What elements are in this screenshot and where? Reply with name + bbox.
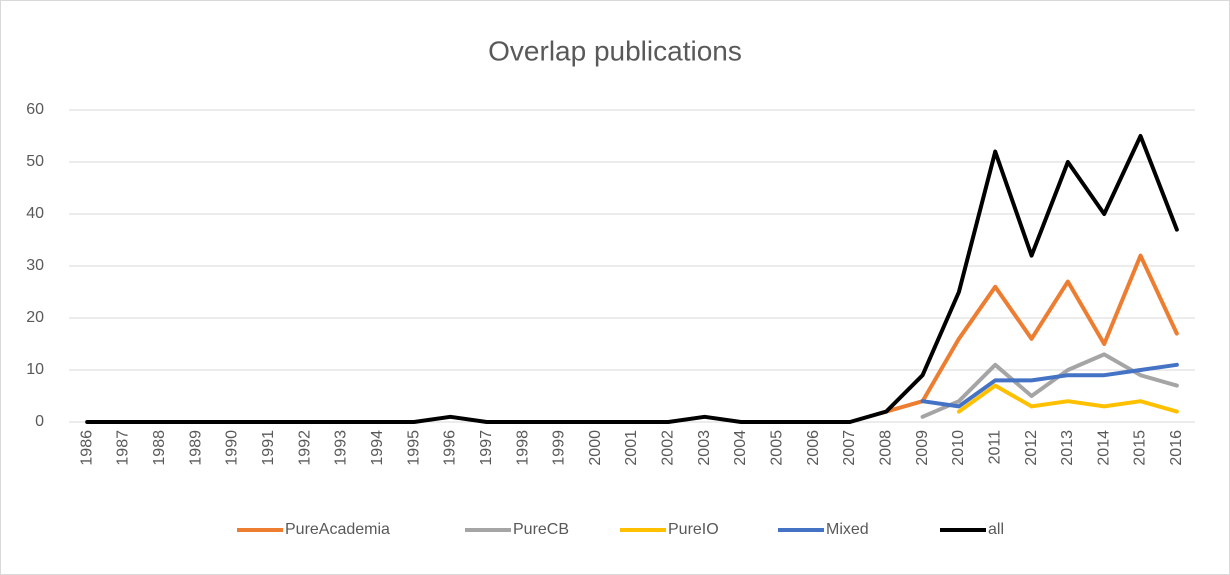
x-tick-label: 1993 (333, 430, 350, 466)
x-tick-label: 1991 (260, 430, 277, 466)
x-tick-label: 2003 (696, 430, 713, 466)
legend-label: PureCB (513, 521, 569, 538)
x-tick-label: 1999 (551, 430, 568, 466)
x-tick-label: 2013 (1059, 430, 1076, 466)
x-tick-label: 2010 (950, 430, 967, 466)
x-tick-label: 2004 (732, 430, 749, 466)
x-tick-label: 2011 (986, 430, 1003, 465)
x-tick-label: 1989 (187, 430, 204, 466)
y-tick-label: 20 (26, 309, 44, 326)
chart-title: Overlap publications (488, 35, 742, 66)
x-tick-label: 1998 (514, 430, 531, 466)
legend-label: all (988, 521, 1004, 538)
x-tick-label: 2007 (841, 430, 858, 466)
x-tick-label: 1986 (78, 430, 95, 466)
series-line (956, 383, 1179, 414)
x-tick-label: 2005 (769, 430, 786, 466)
series-line (85, 134, 1179, 424)
x-tick-label: 2002 (660, 430, 677, 466)
x-tick-label: 2008 (877, 430, 894, 466)
legend-label: PureAcademia (285, 521, 390, 538)
legend-label: Mixed (826, 521, 869, 538)
x-tick-label: 1994 (369, 430, 386, 466)
series-line (884, 253, 1179, 414)
x-tick-label: 2006 (805, 430, 822, 466)
x-tick-label: 2000 (587, 430, 604, 466)
x-tick-label: 2016 (1168, 430, 1185, 466)
x-tick-label: 2014 (1095, 430, 1112, 466)
x-tick-label: 2001 (623, 430, 640, 466)
legend-label: PureIO (668, 521, 719, 538)
x-tick-label: 1987 (115, 430, 132, 466)
x-tick-label: 1990 (224, 430, 241, 466)
series-line (920, 362, 1179, 409)
y-tick-label: 50 (26, 153, 44, 170)
y-tick-label: 30 (26, 257, 44, 274)
y-tick-label: 10 (26, 361, 44, 378)
y-tick-label: 60 (26, 101, 44, 118)
x-tick-label: 1996 (442, 430, 459, 466)
y-tick-label: 0 (35, 413, 44, 430)
x-tick-label: 1995 (405, 430, 422, 466)
x-tick-label: 1997 (478, 430, 495, 466)
x-tick-label: 1988 (151, 430, 168, 466)
x-tick-label: 2009 (914, 430, 931, 466)
x-tick-label: 2012 (1023, 430, 1040, 466)
y-tick-label: 40 (26, 205, 44, 222)
x-tick-label: 1992 (296, 430, 313, 466)
x-tick-label: 2015 (1132, 430, 1149, 466)
